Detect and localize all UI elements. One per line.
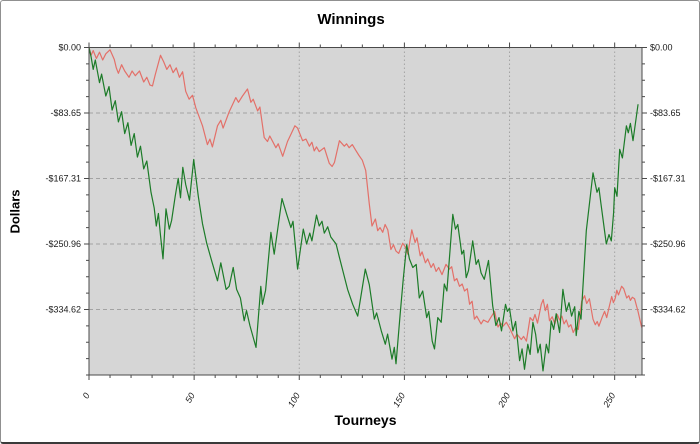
y-tick-label-left: -$83.65: [50, 108, 81, 118]
x-axis-label: Tourneys: [334, 412, 397, 428]
red-series-line: [88, 46, 643, 342]
y-tick-label-left: $0.00: [58, 43, 81, 53]
chart-title: Winnings: [317, 11, 385, 28]
y-axis-label: Dollars: [7, 189, 23, 234]
green-series-line: [88, 46, 639, 372]
x-tick-label: 0: [81, 391, 92, 400]
x-tick-label: 50: [183, 391, 197, 405]
x-tick-label: 150: [391, 391, 407, 409]
y-tick-label-right: -$167.31: [650, 173, 686, 183]
y-tick-label-right: -$250.96: [650, 239, 686, 249]
y-tick-label-right: -$83.65: [650, 108, 681, 118]
x-tick-label: 250: [601, 391, 618, 410]
y-tick-label-left: -$334.62: [45, 304, 81, 314]
x-tick-label: 200: [496, 391, 513, 410]
y-tick-label-left: -$250.96: [45, 239, 81, 249]
y-tick-label-left: -$167.31: [45, 173, 81, 183]
y-tick-label-right: $0.00: [650, 43, 673, 53]
plot-background: [89, 47, 642, 375]
x-tick-label: 100: [286, 391, 302, 409]
y-tick-label-right: -$334.62: [650, 304, 686, 314]
